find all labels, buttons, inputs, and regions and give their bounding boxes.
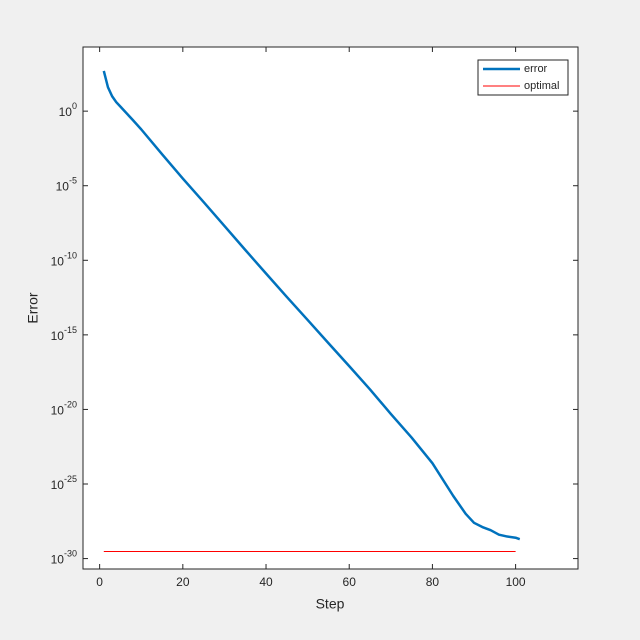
- legend-label: error: [524, 63, 548, 75]
- y-tick-base: 10: [51, 478, 65, 492]
- y-tick-label: 10-25: [51, 474, 77, 492]
- legend-label: optimal: [524, 80, 559, 92]
- y-tick-base: 10: [59, 105, 73, 119]
- y-tick-label: 10-5: [56, 176, 77, 194]
- y-tick-exponent: -25: [64, 474, 77, 484]
- x-tick-label: 0: [96, 575, 103, 589]
- y-axis-label: Error: [25, 292, 41, 323]
- y-tick-base: 10: [51, 404, 65, 418]
- axes-box: [82, 46, 579, 570]
- y-tick-base: 10: [56, 180, 70, 194]
- x-tick-label: 80: [426, 575, 440, 589]
- x-axis-label: Step: [316, 596, 345, 612]
- y-tick-base: 10: [51, 254, 65, 268]
- y-tick-exponent: -30: [64, 549, 77, 559]
- y-tick-label: 10-10: [51, 251, 77, 269]
- x-tick-label: 60: [343, 575, 357, 589]
- legend-box: [477, 59, 569, 96]
- y-tick-label: 100: [59, 102, 77, 120]
- y-tick-exponent: -15: [64, 325, 77, 335]
- y-tick-exponent: -5: [69, 176, 77, 186]
- plot-area: [83, 47, 578, 569]
- y-tick-label: 10-20: [51, 400, 77, 418]
- x-tick-label: 100: [506, 575, 526, 589]
- y-tick-exponent: -10: [64, 251, 77, 261]
- x-tick-label: 20: [176, 575, 190, 589]
- y-tick-label: 10-30: [51, 549, 77, 567]
- series-line: [102, 70, 521, 541]
- y-tick-exponent: 0: [72, 102, 77, 112]
- y-tick-base: 10: [51, 329, 65, 343]
- y-tick-label: 10-15: [51, 325, 77, 343]
- y-tick-exponent: -20: [64, 400, 77, 410]
- y-tick-base: 10: [51, 553, 65, 567]
- x-tick-label: 40: [259, 575, 273, 589]
